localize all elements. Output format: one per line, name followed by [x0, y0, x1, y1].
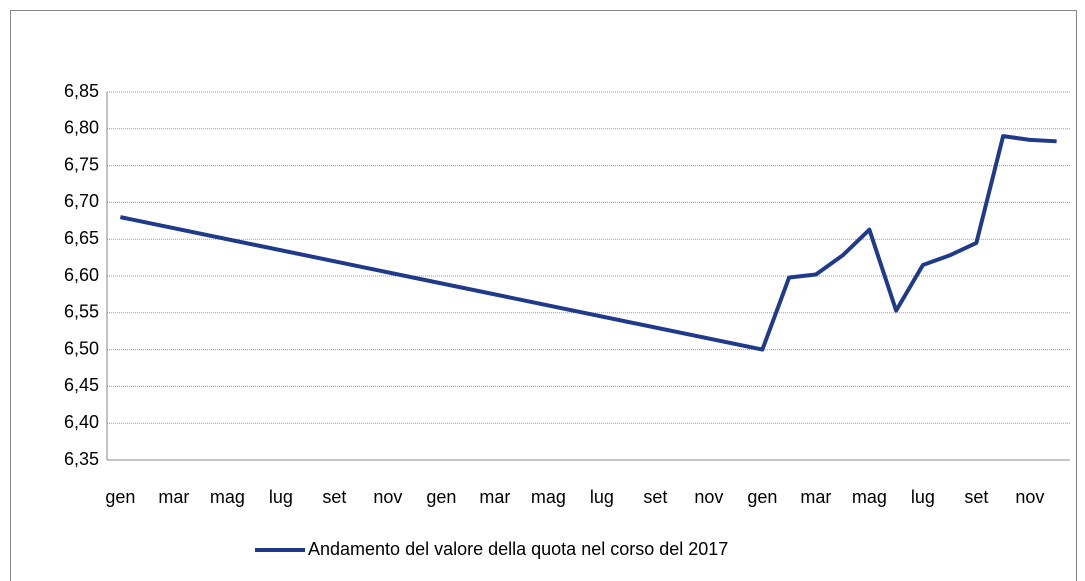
- x-tick-label: mag: [531, 487, 566, 507]
- x-tick-label: gen: [426, 487, 456, 507]
- y-tick-label: 6,80: [64, 118, 99, 138]
- x-tick-label: mar: [479, 487, 510, 507]
- x-tick-label: mar: [800, 487, 831, 507]
- chart-frame: [10, 10, 1077, 581]
- x-tick-label: nov: [1015, 487, 1044, 507]
- y-tick-label: 6,35: [64, 449, 99, 469]
- x-tick-label: mag: [852, 487, 887, 507]
- x-tick-label: lug: [269, 487, 293, 507]
- x-tick-label: lug: [590, 487, 614, 507]
- x-tick-label: mag: [210, 487, 245, 507]
- y-tick-label: 6,85: [64, 81, 99, 101]
- x-tick-label: set: [964, 487, 988, 507]
- legend-label: Andamento del valore della quota nel cor…: [308, 539, 728, 559]
- y-tick-label: 6,75: [64, 154, 99, 174]
- y-tick-label: 6,65: [64, 228, 99, 248]
- y-tick-label: 6,45: [64, 375, 99, 395]
- x-tick-label: mar: [158, 487, 189, 507]
- x-tick-label: lug: [911, 487, 935, 507]
- x-tick-label: gen: [747, 487, 777, 507]
- y-tick-label: 6,50: [64, 338, 99, 358]
- y-tick-label: 6,40: [64, 412, 99, 432]
- x-tick-label: gen: [105, 487, 135, 507]
- x-tick-label: set: [322, 487, 346, 507]
- y-tick-label: 6,55: [64, 302, 99, 322]
- y-tick-label: 6,60: [64, 265, 99, 285]
- y-tick-label: 6,70: [64, 191, 99, 211]
- x-tick-label: set: [643, 487, 667, 507]
- series-line: [119, 134, 1057, 352]
- x-tick-label: nov: [694, 487, 723, 507]
- x-tick-label: nov: [373, 487, 402, 507]
